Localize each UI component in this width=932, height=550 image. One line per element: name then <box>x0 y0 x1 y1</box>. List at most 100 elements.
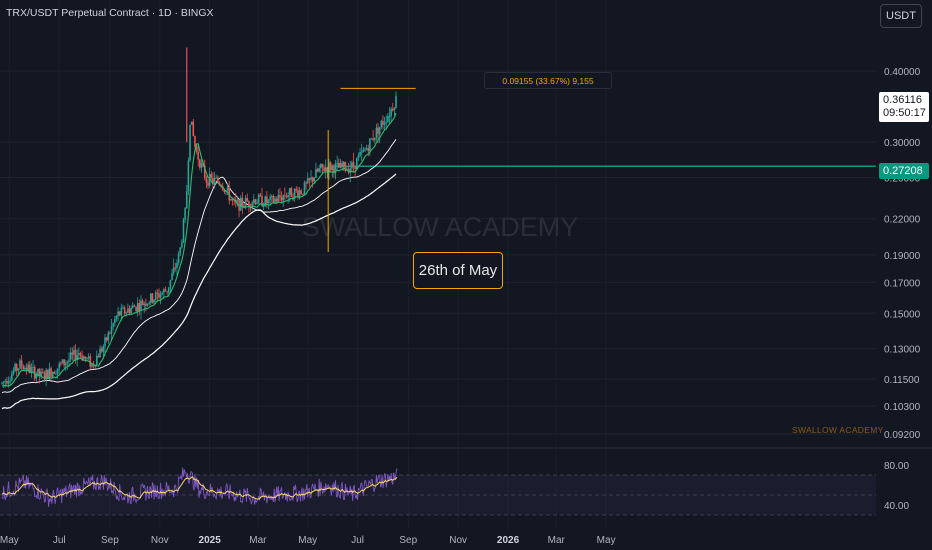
candle-body <box>243 205 245 207</box>
measure-label: 0.09155 (33.67%) 9,155 <box>484 72 612 89</box>
candle-body <box>313 177 316 182</box>
candle-body <box>287 194 289 198</box>
candle-body <box>370 138 373 140</box>
countdown-value: 09:50:17 <box>883 107 926 119</box>
annotation-callout[interactable]: 26th of May <box>413 252 503 289</box>
time-tick-label: May <box>298 535 317 546</box>
candle-body <box>187 160 190 192</box>
candle-body <box>199 159 201 168</box>
candle-body <box>329 162 332 171</box>
candle-body <box>367 148 370 152</box>
candle-body <box>326 167 329 173</box>
candle-body <box>159 294 162 298</box>
candle-body <box>246 197 249 202</box>
price-axis[interactable]: 0.400000.300000.260000.220000.190000.170… <box>884 67 921 512</box>
time-tick-label: Nov <box>151 535 169 546</box>
candle-body <box>207 182 209 186</box>
candle-body <box>102 346 105 352</box>
ema-fast-line <box>1 112 397 387</box>
candle-body <box>212 177 214 184</box>
candle-body <box>318 168 320 172</box>
candle-body <box>63 359 65 366</box>
candle-body <box>43 372 46 380</box>
candle-body <box>179 247 182 254</box>
time-tick-label: Sep <box>101 535 119 546</box>
candle-body <box>28 364 31 373</box>
candle-body <box>189 124 191 161</box>
candle-body <box>122 307 124 309</box>
candle-body <box>30 367 33 373</box>
candle-body <box>302 193 304 195</box>
candle-body <box>274 198 276 203</box>
ma-slow-line <box>1 173 397 410</box>
annotation-lines <box>327 87 416 252</box>
candle-body <box>9 380 11 382</box>
candle-body <box>205 177 208 183</box>
candle-body <box>310 177 312 180</box>
candlesticks <box>1 47 397 389</box>
candle-body <box>267 199 270 203</box>
candle-body <box>117 311 119 316</box>
candle-body <box>46 369 49 380</box>
candle-body <box>334 163 337 174</box>
candle-body <box>73 349 75 355</box>
candle-body <box>248 201 250 206</box>
candle-body <box>105 337 108 341</box>
candle-body <box>55 373 57 375</box>
candle-body <box>60 363 62 365</box>
candle-body <box>284 195 286 197</box>
grid-lines <box>0 70 932 449</box>
watermark-text: SWALLOW ACADEMY <box>302 212 579 242</box>
candle-body <box>33 367 36 379</box>
candle-body <box>351 162 353 169</box>
candle-body <box>213 177 216 184</box>
candle-body <box>177 253 180 263</box>
candle-body <box>380 121 383 128</box>
candle-body <box>181 242 183 248</box>
candle-body <box>174 267 177 269</box>
candle-body <box>15 364 18 371</box>
candle-body <box>51 372 54 377</box>
candle-body <box>20 360 23 367</box>
candle-body <box>115 315 118 320</box>
candle-body <box>192 121 195 137</box>
time-tick-label: 2025 <box>199 535 222 546</box>
candle-body <box>290 188 293 197</box>
rsi-tick-label: 80.00 <box>884 461 909 472</box>
candle-body <box>132 305 134 309</box>
time-tick-label: May <box>597 535 616 546</box>
candle-body <box>107 332 110 341</box>
rsi-tick-label: 40.00 <box>884 501 909 512</box>
symbol-title: TRX/USDT Perpetual Contract · 1D · BINGX <box>6 7 214 19</box>
rsi-line <box>1 467 398 507</box>
candle-body <box>298 190 301 198</box>
candle-body <box>279 195 281 198</box>
candle-body <box>316 169 319 172</box>
candle-body <box>127 308 129 313</box>
candle-body <box>19 360 21 369</box>
candle-body <box>292 196 294 199</box>
candle-body <box>112 323 114 327</box>
candle-body <box>261 195 263 207</box>
currency-button[interactable]: USDT <box>880 4 922 28</box>
candle-body <box>110 326 113 334</box>
time-axis[interactable]: May Jul Sep Nov 2025 Mar May Jul Sep Nov 2026 Mar Ma… <box>0 535 616 546</box>
candle-body <box>344 162 347 171</box>
price-tick-label: 0.30000 <box>884 138 921 149</box>
candle-body <box>200 162 203 168</box>
candle-body <box>364 149 366 151</box>
candle-body <box>86 357 88 359</box>
candle-body <box>254 199 257 205</box>
candle-body <box>393 108 396 111</box>
candle-body <box>256 202 258 205</box>
time-tick-label: Nov <box>449 535 467 546</box>
candle-body <box>395 95 397 109</box>
candle-body <box>128 308 131 314</box>
candle-body <box>84 356 87 359</box>
candle-body <box>78 353 80 355</box>
price-tick-label: 0.40000 <box>884 67 921 78</box>
candle-body <box>136 303 139 311</box>
candle-body <box>269 196 271 200</box>
candle-body <box>76 354 79 361</box>
